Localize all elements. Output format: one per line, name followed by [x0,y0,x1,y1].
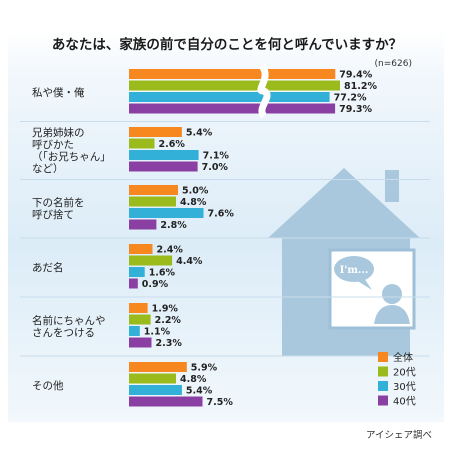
legend-swatch [378,395,388,406]
bars [129,63,340,407]
category-label: 呼び捨て [32,208,74,221]
bar [129,219,157,230]
value-label: 1.1% [144,327,171,338]
value-label: 2.2% [155,315,182,326]
value-label: 7.5% [207,397,234,408]
legend: 全体 20代 30代 40代 [378,351,416,408]
bar [129,255,173,266]
person-head-icon [382,284,402,304]
value-label: 5.4% [186,386,213,397]
value-label: 5.9% [191,363,218,374]
category-label: 私や僕・俺 [32,86,85,99]
bar [129,69,336,79]
bar [129,208,204,218]
legend-swatch [378,381,388,391]
bar [129,326,140,336]
value-label: 2.8% [160,220,187,231]
category-label: あだ名 [32,261,64,274]
chart-title: あなたは、家族の前で自分のことを何と呼んでいますか？ [52,36,402,53]
value-label: 5.4% [186,128,213,139]
bar [129,92,330,102]
category-label: 名前にちゃんや [32,314,106,327]
value-label: 2.4% [157,245,184,256]
value-label: 7.1% [203,151,230,162]
value-label: 5.0% [182,186,209,197]
legend-entry: 30代 [393,381,416,393]
speech-bubble-icon [334,256,374,282]
value-label: 77.2% [334,93,367,104]
legend-entry: 20代 [393,367,416,379]
value-label: 7.0% [202,162,229,173]
bar [129,185,178,195]
bar [129,196,176,207]
legend-entry: 40代 [393,396,416,408]
legend-swatch [378,366,388,377]
value-label: 4.8% [180,197,207,208]
category-label: 下の名前を [32,196,85,209]
bar [129,278,138,289]
legend-entry: 全体 [393,351,413,364]
bar [129,103,336,114]
bar [129,267,145,277]
group-dividers [20,121,430,357]
bar [129,161,198,172]
bar [129,150,199,160]
house-illustration: I'm... [268,168,420,356]
bar [129,396,203,407]
bar [129,303,148,313]
category-label: （「お兄ちゃん」 [32,151,111,163]
person-body-icon [374,305,410,324]
house-roof [268,168,420,238]
value-label: 2.6% [159,139,186,150]
category-label: 兄弟姉妹の [32,126,85,139]
bar [129,314,151,325]
bar [129,127,182,137]
axis-break-mark [257,63,271,119]
value-labels: 79.4%81.2%77.2%79.3%5.4%2.6%7.1%7.0%5.0%… [142,70,378,409]
category-label: など） [32,163,64,175]
category-label: その他 [32,379,64,392]
bar [129,373,176,384]
bar [129,385,182,395]
value-label: 0.9% [142,279,169,290]
value-label: 4.8% [180,374,207,385]
value-label: 7.6% [208,209,235,220]
bar [129,244,153,254]
bar [129,80,340,91]
value-label: 1.6% [149,268,176,279]
value-label: 79.3% [339,104,372,115]
bar [129,337,152,348]
source-note: アイシェア調べ [366,429,432,441]
chart-subtitle: (n=626) [375,59,412,69]
category-label: さんをつける [32,327,95,339]
value-label: 2.3% [156,338,183,349]
bar [129,138,155,149]
house-chimney [385,170,399,202]
category-label: 呼びかた [32,139,74,151]
bubble-text: I'm... [340,265,369,276]
value-label: 4.4% [176,256,203,267]
bar [129,362,187,372]
value-label: 79.4% [339,70,372,81]
value-label: 81.2% [344,81,377,92]
value-label: 1.9% [152,304,179,315]
legend-swatch [378,352,388,362]
